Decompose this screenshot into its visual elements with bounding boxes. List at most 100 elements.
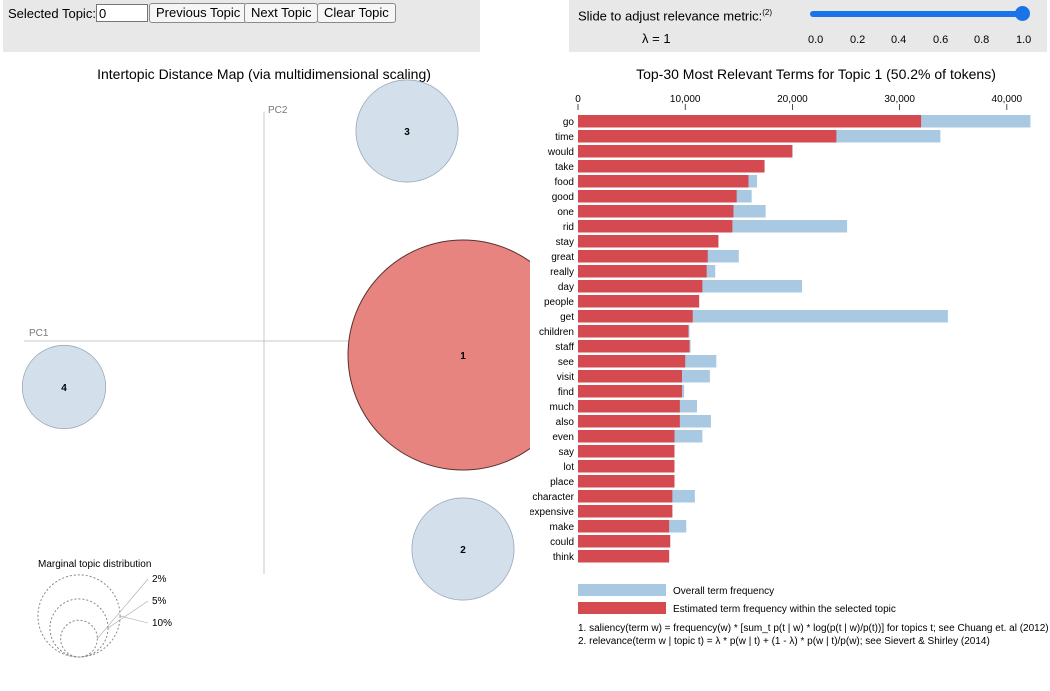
term-label-really[interactable]: really (550, 267, 574, 278)
bar-estimated-see (578, 355, 686, 368)
bar-estimated-place (578, 475, 675, 488)
relevance-slider-track[interactable] (810, 11, 1023, 17)
term-label-rid[interactable]: rid (563, 222, 574, 233)
term-label-food[interactable]: food (555, 177, 574, 188)
bar-estimated-think (578, 550, 670, 563)
selected-topic-label: Selected Topic: (8, 6, 96, 21)
slider-tick: 0.2 (850, 34, 866, 46)
term-label-time[interactable]: time (555, 132, 574, 143)
term-label-much[interactable]: much (550, 402, 574, 413)
x-tick-label: 0 (575, 94, 581, 105)
slider-tick: 0.6 (933, 34, 949, 46)
next-topic-button[interactable]: Next Topic (244, 3, 319, 23)
legend-text-1: Estimated term frequency within the sele… (673, 604, 896, 615)
term-label-great[interactable]: great (551, 252, 574, 263)
slider-tick: 0.4 (891, 34, 907, 46)
legend-leader (97, 578, 149, 639)
term-label-could[interactable]: could (550, 537, 574, 548)
topic-circle-1[interactable] (347, 239, 530, 471)
bar-estimated-rid (578, 220, 733, 233)
x-tick-label: 30,000 (884, 94, 915, 105)
legend-swatch-1 (578, 602, 666, 614)
term-label-go[interactable]: go (563, 117, 575, 128)
x-tick-label: 40,000 (992, 94, 1023, 105)
term-label-people[interactable]: people (544, 297, 574, 308)
topic-label-2: 2 (460, 545, 466, 556)
bar-estimated-take (578, 160, 765, 173)
bar-estimated-visit (578, 370, 682, 383)
bar-estimated-even (578, 430, 675, 443)
bar-estimated-make (578, 520, 670, 533)
legend-title: Marginal topic distribution (38, 559, 151, 570)
bar-estimated-go (578, 115, 922, 128)
bar-estimated-good (578, 190, 737, 203)
term-label-good[interactable]: good (552, 192, 574, 203)
topic-circle-2[interactable] (411, 497, 515, 601)
slider-label: Slide to adjust relevance metric:(2) (578, 8, 773, 24)
bar-estimated-say (578, 445, 675, 458)
bar-estimated-time (578, 130, 837, 143)
bar-estimated-food (578, 175, 749, 188)
bar-estimated-much (578, 400, 680, 413)
bar-estimated-day (578, 280, 703, 293)
term-label-day[interactable]: day (558, 282, 574, 293)
term-label-find[interactable]: find (558, 387, 574, 398)
previous-topic-button[interactable]: Previous Topic (149, 3, 248, 23)
intertopic-distance-map: Intertopic Distance Map (via multidimens… (21, 66, 530, 658)
term-label-visit[interactable]: visit (557, 372, 574, 383)
bar-title: Top-30 Most Relevant Terms for Topic 1 (… (636, 66, 996, 82)
legend-label-2: 2% (152, 574, 167, 585)
term-label-even[interactable]: even (552, 432, 574, 443)
bar-estimated-really (578, 265, 707, 278)
clear-topic-button[interactable]: Clear Topic (317, 3, 396, 23)
term-label-say[interactable]: say (558, 447, 574, 458)
footnote-1: 1. saliency(term w) = frequency(w) * [su… (578, 623, 1049, 634)
term-label-children[interactable]: children (539, 327, 574, 338)
term-label-also[interactable]: also (556, 417, 575, 428)
term-label-stay[interactable]: stay (556, 237, 574, 248)
bar-estimated-would (578, 145, 793, 158)
x-tick-label: 20,000 (777, 94, 808, 105)
slider-tick: 1.0 (1016, 34, 1032, 46)
pc2-label: PC2 (268, 105, 288, 116)
relevance-controls: Slide to adjust relevance metric:(2) λ =… (569, 0, 1047, 52)
lambda-label: λ = 1 (642, 31, 671, 46)
bar-estimated-children (578, 325, 689, 338)
bar-estimated-could (578, 535, 671, 548)
term-label-get[interactable]: get (560, 312, 574, 323)
legend-label-5: 5% (152, 596, 167, 607)
term-label-expensive[interactable]: expensive (530, 507, 574, 518)
topic-controls: Selected Topic: Previous Topic Next Topi… (3, 0, 480, 52)
topic-circle-4[interactable] (21, 344, 107, 430)
relevance-slider-thumb[interactable] (1015, 6, 1030, 21)
term-bar-chart: Top-30 Most Relevant Terms for Topic 1 (… (530, 66, 1049, 647)
legend-text-0: Overall term frequency (673, 586, 774, 597)
topic-circle-3[interactable] (355, 79, 459, 183)
bar-estimated-staff (578, 340, 690, 353)
legend-circle-2 (60, 619, 98, 658)
legend-leader (119, 615, 149, 624)
bar-estimated-also (578, 415, 680, 428)
selected-topic-input[interactable] (96, 4, 148, 22)
topic-label-4: 4 (61, 383, 67, 394)
legend-swatch-0 (578, 584, 666, 596)
legend-label-10: 10% (152, 618, 172, 629)
term-label-one[interactable]: one (557, 207, 574, 218)
bar-estimated-stay (578, 235, 719, 248)
term-label-would[interactable]: would (547, 147, 574, 158)
topic-label-1: 1 (460, 351, 466, 362)
term-label-staff[interactable]: staff (555, 342, 574, 353)
legend-circle-10 (37, 574, 121, 658)
term-label-place[interactable]: place (550, 477, 574, 488)
topic-label-3: 3 (404, 127, 410, 138)
term-label-character[interactable]: character (532, 492, 574, 503)
bar-estimated-character (578, 490, 673, 503)
term-label-lot[interactable]: lot (563, 462, 574, 473)
term-label-see[interactable]: see (558, 357, 575, 368)
term-label-make[interactable]: make (550, 522, 575, 533)
bar-estimated-find (578, 385, 682, 398)
term-label-take[interactable]: take (555, 162, 574, 173)
term-label-think[interactable]: think (553, 552, 575, 563)
slider-tick: 0.8 (974, 34, 990, 46)
x-tick-label: 10,000 (670, 94, 701, 105)
